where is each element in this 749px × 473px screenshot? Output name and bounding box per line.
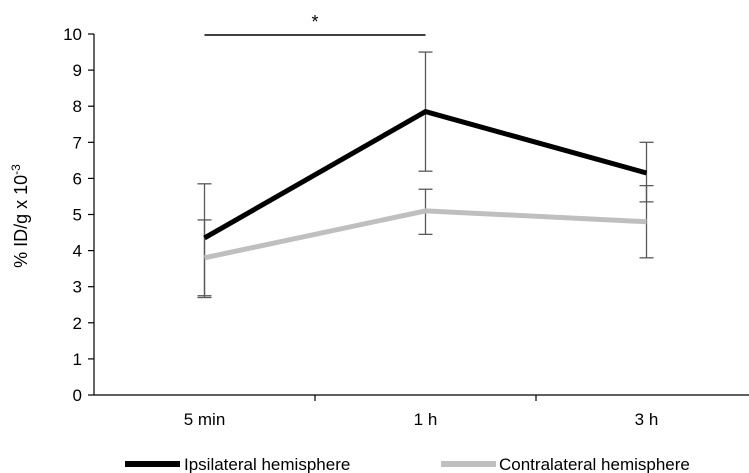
x-axis: 5 min 1 h 3 h [94,394,749,429]
y-tick-label: 8 [73,97,82,116]
significance-star: * [311,12,318,32]
y-tick-label: 2 [73,314,82,333]
y-axis: 0 1 2 3 4 5 6 7 8 9 10 [63,25,95,405]
y-tick-label: 4 [73,242,82,261]
series-lines [203,108,648,261]
y-tick-label: 6 [73,169,82,188]
y-tick-label: 10 [63,25,82,44]
legend: Ipsilateral hemisphere Contralateral hem… [125,455,690,473]
y-tick-label: 0 [73,386,82,405]
significance-annotation: * [204,12,426,36]
x-tick-label: 3 h [635,410,659,429]
legend-label-contralateral: Contralateral hemisphere [499,455,690,473]
y-axis-title: % ID/g x 10-3 [9,164,31,268]
y-tick-label: 9 [73,61,82,80]
x-tick-label: 5 min [184,410,226,429]
error-bars [197,51,654,299]
series-line-ipsilateral [203,108,648,241]
series-line-contralateral [203,208,647,261]
y-tick-label: 3 [73,278,82,297]
legend-label-ipsilateral: Ipsilateral hemisphere [184,455,350,473]
x-tick-label: 1 h [414,410,438,429]
y-tick-label: 1 [73,350,82,369]
y-tick-label: 5 [73,206,82,225]
y-tick-label: 7 [73,133,82,152]
